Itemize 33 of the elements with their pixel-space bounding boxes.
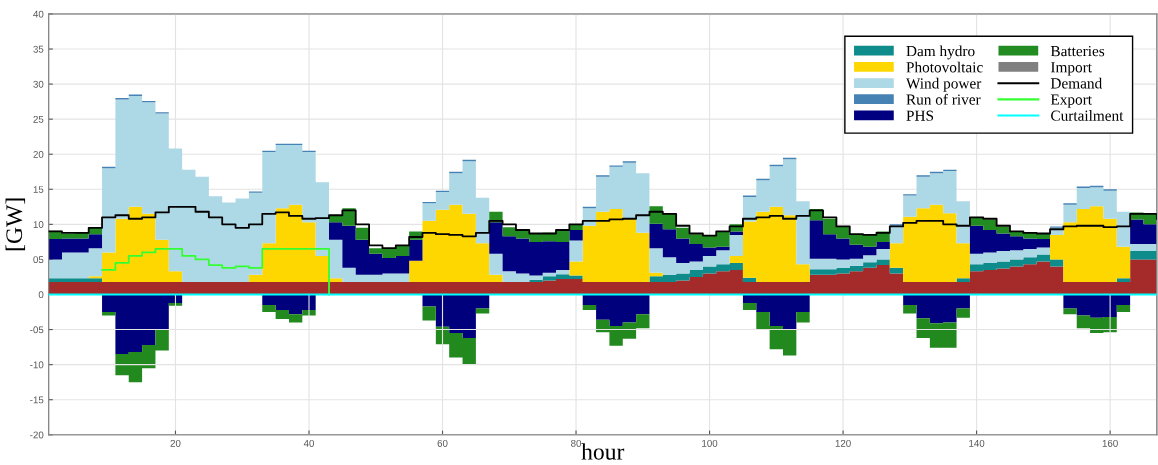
y-tick-label: 20 (33, 150, 44, 158)
legend-label: PHS (906, 110, 934, 121)
legend-label: Import (1050, 62, 1092, 76)
legend-label: Wind power (905, 77, 982, 92)
legend-label: Dam hydro (906, 45, 975, 60)
legend-label: Curtailment (1051, 110, 1124, 121)
x-tick-label: 100 (702, 439, 718, 447)
x-tick-label: 20 (170, 439, 181, 447)
x-tick-label: 80 (571, 439, 582, 447)
legend-label: Export (1050, 94, 1092, 108)
y-tick-label: -15 (30, 396, 44, 404)
x-tick-label: 120 (835, 439, 851, 447)
legend-label: Run of river (906, 93, 981, 105)
x-axis-title: hour (581, 443, 625, 460)
y-tick-label: 35 (33, 45, 44, 53)
legend-label: Batteries (1050, 45, 1105, 57)
x-tick-label: 40 (303, 439, 315, 447)
y-tick-label: 30 (33, 80, 44, 88)
legend-label: Photovoltaic (906, 61, 983, 73)
y-tick-label: -20 (30, 431, 44, 439)
y-tick-label: 15 (33, 186, 44, 193)
x-tick-label: 60 (437, 439, 448, 447)
y-tick-label: -05 (30, 326, 44, 334)
y-tick-label: 25 (33, 115, 44, 123)
legend-label: Demand (1050, 77, 1102, 89)
x-tick-label: 140 (969, 439, 985, 447)
y-tick-label: 05 (33, 256, 44, 264)
y-tick-label: -10 (30, 361, 44, 369)
y-axis-title: [GW] (5, 198, 26, 251)
y-tick-label: 10 (33, 221, 44, 228)
y-tick-label: 0 (38, 291, 44, 299)
x-tick-label: 160 (1102, 439, 1118, 447)
y-tick-label: 40 (33, 10, 44, 18)
